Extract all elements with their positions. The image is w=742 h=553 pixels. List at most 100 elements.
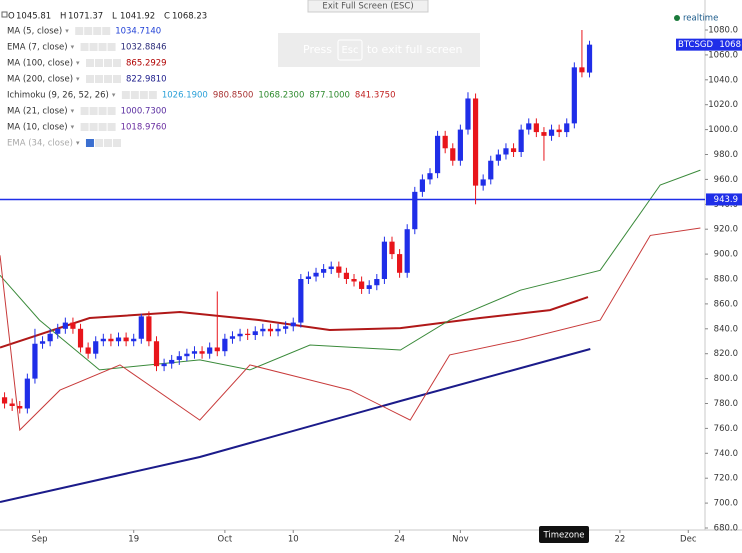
price-tag [676,38,742,51]
timezone-text[interactable]: Timezone [542,531,584,541]
symbol-label: BTCSGD [678,40,713,50]
candle-body [222,338,228,352]
plot: 680.0 700.0 720.0 740.0 760.0 780.0 800.0 820.0… [0,11,742,545]
legend-name: EMA (7, close) [7,43,68,53]
legend-button[interactable] [104,75,113,83]
y-tick-label: 800.0 [714,374,738,384]
legend-button[interactable] [113,59,122,67]
legend-button[interactable] [107,123,116,131]
legend-caret: ▾ [76,59,80,67]
candle-body [207,347,213,354]
exit-tab[interactable] [307,0,429,13]
indicator-line [0,169,701,371]
legend-button[interactable] [75,27,84,35]
candle-body [579,67,585,73]
candle-body [510,148,517,153]
candle-body [313,272,319,277]
ohlc-key: L [112,12,117,22]
candle-body [351,279,357,282]
x-tick-label: Nov [452,535,469,545]
legend-button[interactable] [85,139,94,147]
candle-body [556,129,562,133]
legend-button[interactable] [98,123,107,131]
legend-button[interactable] [80,43,89,51]
legend-button[interactable] [98,107,107,115]
candle-body [564,123,570,133]
candle-body [146,316,152,342]
candle-body [366,285,372,289]
y-tick-label: 680.0 [714,524,738,534]
y-tick-label: 700.0 [714,499,738,509]
indicator-line [0,296,589,349]
legend-button[interactable] [107,43,116,51]
y-tick-label: 920.0 [714,225,738,235]
candle-body [108,338,114,342]
legend-name: MA (100, close) [7,59,73,69]
y-tick-label: 1060.0 [708,50,738,60]
indicator-line [0,348,591,503]
legend-button[interactable] [130,91,139,99]
y-tick-label: 900.0 [714,250,738,260]
legend-name: MA (10, close) [7,123,68,133]
legend-button[interactable] [94,139,103,147]
legend-button[interactable] [112,139,121,147]
legend-button[interactable] [80,123,89,131]
candle-body [305,276,312,279]
legend-button[interactable] [89,43,98,51]
legend-button[interactable] [103,139,112,147]
x-tick-label: Sep [31,535,47,545]
legend-button[interactable] [89,123,98,131]
legend-button[interactable] [93,27,102,35]
y-tick-label: 1000.0 [708,125,738,135]
candle-body [419,179,425,192]
legend-button[interactable] [104,59,113,67]
legend-caret: ▾ [76,139,80,147]
legend-button[interactable] [86,75,95,83]
candle-body [434,135,441,174]
legend-button[interactable] [139,91,148,99]
legend-button[interactable] [84,27,93,35]
legend-button[interactable] [95,59,104,67]
candle-body [184,353,190,357]
esc-key-text: Esc [341,45,358,56]
candle-body [518,129,524,153]
y-tick-label: 860.0 [714,299,738,309]
fullscreen-overlay [278,33,480,67]
legend-button[interactable] [86,59,95,67]
y-tick-label: 1020.0 [708,100,738,110]
ohlc-value: 1068.23 [172,12,207,22]
x-tick-label: 10 [288,535,299,545]
legend-button[interactable] [148,91,157,99]
ohlc-value: 1045.81 [16,12,51,22]
candle-body [450,148,456,161]
candle-body [442,135,448,149]
legend-button[interactable] [80,107,89,115]
y-tick-label: 840.0 [714,324,738,334]
legend-name: MA (5, close) [7,27,62,37]
candle-body [336,266,342,273]
candle-body [359,281,365,289]
overlay-text: Press [303,43,332,56]
y-tick-label: 820.0 [714,349,738,359]
legend-button[interactable] [113,75,122,83]
legend-button[interactable] [98,43,107,51]
y-tick-label: 960.0 [714,175,738,185]
candle-body [153,341,160,367]
candle-body [548,129,555,136]
legend-button[interactable] [121,91,130,99]
x-tick-label: 24 [394,535,405,545]
exit-tab-text[interactable]: Exit Full Screen (ESC) [322,2,413,12]
legend-button[interactable] [102,27,111,35]
candle-body [24,378,30,409]
legend-button[interactable] [95,75,104,83]
x-tick-label: 19 [128,535,139,545]
candle-body [55,328,61,334]
timezone-tooltip[interactable] [539,526,589,543]
legend-name: MA (21, close) [7,107,68,117]
legend-button[interactable] [89,107,98,115]
legend-value: 1000.7300 [121,107,167,117]
legend-button[interactable] [107,107,116,115]
candle-body [176,356,182,360]
y-tick-label: 740.0 [714,449,738,459]
